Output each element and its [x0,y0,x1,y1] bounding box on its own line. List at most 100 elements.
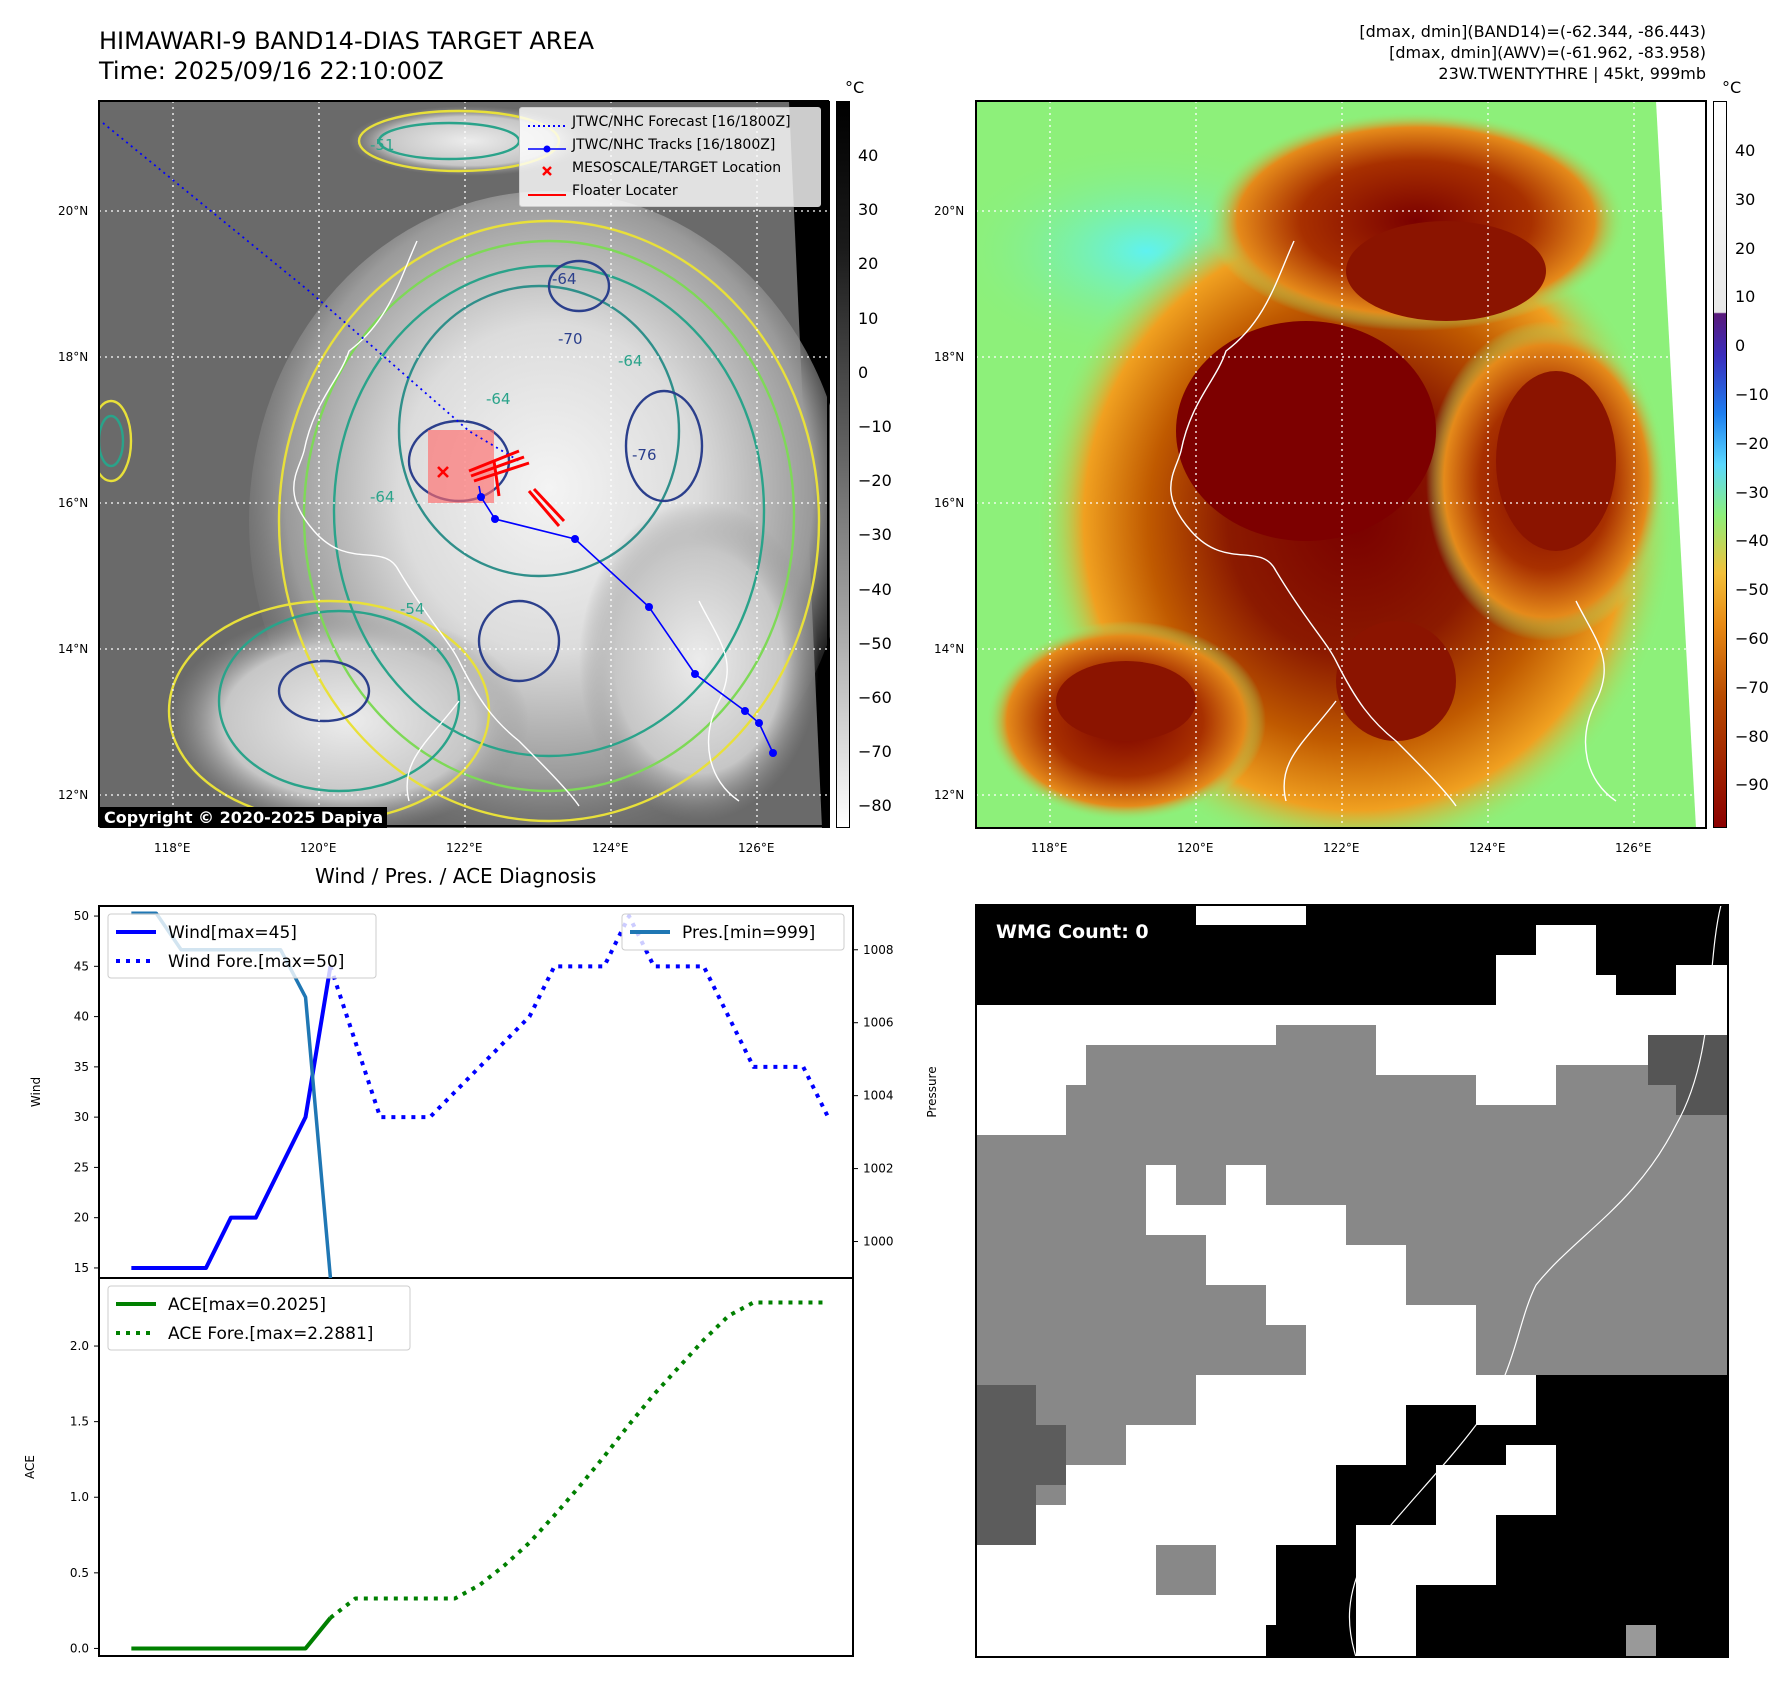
colorbar-tick-label: −20 [1735,433,1769,453]
colorbar-tick-label: −40 [1735,531,1769,551]
awv-coastline-island-east [1575,600,1617,802]
awv-map [976,101,1706,828]
map-legend: JTWC/NHC Forecast [16/1800Z] JTWC/NHC Tr… [519,107,821,207]
track-point [491,515,499,523]
colorbar-tick-label: −80 [1735,726,1769,746]
awv-core [1176,321,1436,541]
awv-band-sw [1056,661,1196,741]
wind-ytick-label: 50 [74,909,89,923]
info-band14-range: [dmax, dmin](BAND14)=(-62.344, -86.443) [1359,22,1706,41]
wmg-region-dark-east [1648,1035,1728,1115]
awv-band-north [1346,221,1546,321]
pressure-ytick-label: 1004 [863,1089,894,1103]
wmg-count-badge: WMG Count: 0 [988,918,1157,946]
colorbar-tick-label: 40 [858,146,879,165]
lon-tick-label: 120°E [1177,841,1214,855]
floater-locater [468,449,566,527]
track-point [755,719,763,727]
colorbar-tick-label: −10 [858,417,892,436]
contour-navy-south [477,599,561,683]
contour-label: -70 [558,330,583,348]
jtwc-forecast-line [102,122,520,462]
awv-coastline-island-south [1283,700,1337,802]
colorbar-tick-label: −50 [1735,580,1769,600]
wind-ytick-label: 45 [74,959,89,973]
colorbar-tick-label: −60 [1735,629,1769,648]
cloud-cluster-sw [169,611,529,828]
wind-ytick-label: 40 [74,1010,89,1024]
contour-lightgreen [302,239,796,793]
track-point [769,749,777,757]
colorbar-tick-label: −60 [858,688,892,707]
legend-floater: Floater Locater [572,183,678,199]
lat-tick-label: 18°N [58,350,89,364]
lat-tick-label: 20°N [934,204,965,218]
colorbar-right [1713,101,1727,828]
ace-legend [107,1285,411,1351]
pressure-ytick-label: 1008 [863,943,894,957]
diagnosis-chart: 50 45 40 35 30 25 20 15 1008 1006 1004 1002 1000 2.0 1… [23,905,939,1657]
legend-swatches [528,125,566,196]
track-point [477,493,485,501]
ace-ytick-label: 1.0 [70,1490,89,1504]
colorbar-tick-label: 0 [858,362,869,382]
contour-label: -64 [618,352,643,370]
ace-ytick-label: 0.5 [70,1566,89,1580]
wind-ytick-label: 20 [74,1211,89,1225]
lat-tick-label: 16°N [934,496,965,510]
colorbar-tick-label: 30 [858,200,879,220]
contour-label: -51 [370,136,395,154]
wind-ytick-label: 25 [74,1160,89,1174]
contour-yellow [277,219,821,823]
coastline-island-south [406,700,460,802]
contour-navy-east [624,389,704,503]
contour-west-yellow [99,399,133,483]
colorbar-tick-label: −30 [1735,482,1769,502]
lat-tick-label: 14°N [58,642,89,656]
pressure-axis-label: Pressure [925,1066,939,1117]
map-gridlines [99,101,830,828]
colorbar-tick-label: 30 [1735,189,1756,209]
lon-tick-label: 122°E [1323,841,1360,855]
ace-ytick-label: 1.5 [70,1415,89,1429]
colorbar-tick-label: 10 [1735,287,1756,307]
contour-west-teal [99,414,125,468]
wind-ytick-label: 15 [74,1261,89,1275]
info-awv-range: [dmax, dmin](AWV)=(-61.962, -83.958) [1389,43,1706,62]
colorbar-left-unit: °C [845,78,865,97]
colorbar-tick-label: −70 [858,742,892,762]
wmg-coastline [1348,905,1722,1657]
colorbar-tick-label: 0 [1735,336,1746,356]
wind-ytick-label: 30 [74,1110,89,1124]
awv-band-east [1496,371,1616,551]
colorbar-tick-label: 10 [858,308,879,328]
lat-tick-label: 18°N [934,350,965,364]
cloud-cluster-se [579,501,819,821]
awv-gridlines [976,101,1706,828]
info-storm: 23W.TWENTYTHRE | 45kt, 999mb [1438,64,1706,83]
awv-map-frame [975,100,1707,829]
lon-tick-label: 122°E [446,841,483,855]
wmg-region-gray-bottom [1156,1545,1216,1595]
legend-target: MESOSCALE/TARGET Location [572,160,782,176]
colorbar-tick-label: −30 [858,525,892,545]
ace-axis-label: ACE [23,1455,37,1479]
wmg-region-dark-top [976,905,1728,1005]
wind-ytick-label: 35 [74,1060,89,1074]
colorbar-tick-label: −20 [858,471,892,491]
lon-tick-label: 118°E [1031,841,1068,855]
ace-ytick-label: 2.0 [70,1339,89,1353]
lon-tick-label: 126°E [1615,841,1652,855]
lat-tick-label: 12°N [934,788,965,802]
contour-label: -54 [400,600,425,618]
wmg-region-gray-southwest [976,1385,1066,1545]
lat-tick-label: 20°N [58,204,89,218]
colorbar-tick-label: −40 [858,579,892,599]
jtwc-track-points [477,493,777,757]
colorbar-tick-label: 20 [858,254,879,274]
legend-ace: ACE[max=0.2025] [168,1295,326,1315]
pressure-legend [621,913,845,951]
contour-navy-sw [277,659,371,723]
wmg-mask-map [976,905,1728,1657]
track-point [691,670,699,678]
